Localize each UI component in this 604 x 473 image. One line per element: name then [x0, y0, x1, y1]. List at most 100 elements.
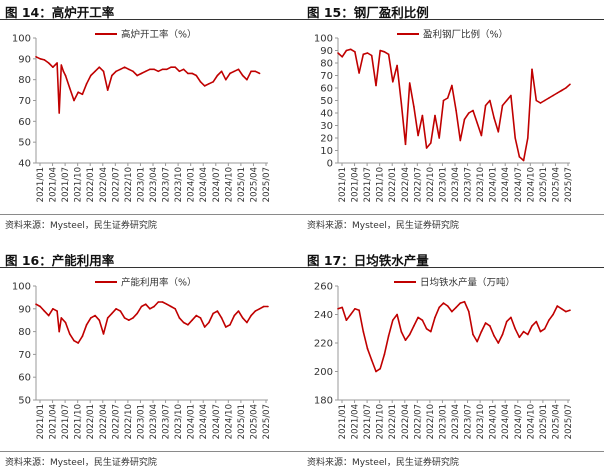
- data-point: [442, 99, 445, 102]
- data-point: [225, 78, 227, 81]
- data-point: [497, 131, 500, 133]
- x-tick-label: 2021/07: [363, 167, 373, 202]
- data-point: [417, 134, 419, 137]
- x-tick-label: 2025/07: [564, 404, 574, 439]
- x-tick-label: 2022/01: [388, 404, 398, 439]
- x-tick-label: 2022/04: [401, 167, 411, 202]
- data-point: [229, 72, 231, 75]
- data-point: [375, 370, 377, 373]
- data-point: [216, 310, 219, 312]
- data-point: [341, 56, 343, 58]
- data-point: [501, 333, 504, 336]
- data-point: [123, 66, 126, 68]
- data-point: [362, 330, 365, 333]
- data-point: [383, 51, 386, 53]
- x-tick-label: 2022/04: [99, 404, 109, 439]
- data-point: [102, 333, 105, 335]
- y-tick-label: 70: [320, 71, 333, 82]
- data-point: [459, 139, 462, 142]
- data-point: [263, 305, 265, 308]
- data-point: [115, 70, 117, 73]
- x-tick-label: 2024/07: [212, 167, 222, 202]
- data-point: [90, 317, 92, 319]
- x-tick-label: 2022/10: [426, 167, 436, 202]
- data-point: [85, 324, 88, 326]
- data-point: [569, 83, 571, 86]
- data-point: [535, 99, 538, 102]
- data-point: [493, 117, 495, 119]
- y-tick-label: 90: [18, 54, 31, 65]
- data-point: [552, 94, 554, 97]
- data-point: [246, 321, 248, 324]
- data-point: [468, 310, 470, 313]
- data-point: [203, 326, 206, 328]
- data-point: [39, 58, 41, 60]
- data-point: [531, 325, 533, 327]
- data-point: [136, 312, 138, 315]
- data-point: [191, 319, 193, 321]
- data-point: [489, 325, 491, 327]
- data-point: [358, 309, 360, 311]
- data-point: [233, 70, 236, 73]
- chart-svg: 180 200 220 240 260 2021/01 2021/04 2021/07 2021…: [314, 277, 574, 440]
- x-tick-label: 2022/10: [426, 404, 436, 439]
- chart-panel-profit-ratio: 图 15：钢厂盈利比例 0 10 20 30 40 50 60 70 80 90 100 2021/0…: [302, 0, 604, 236]
- x-tick-label: 2022/04: [99, 167, 109, 202]
- data-point: [85, 83, 88, 85]
- data-point: [531, 68, 533, 71]
- x-tick-label: 2025/04: [551, 167, 561, 202]
- x-tick-label: 2025/01: [539, 404, 549, 439]
- data-point: [349, 48, 352, 51]
- x-tick-label: 2022/07: [413, 404, 423, 439]
- y-tick-label: 100: [314, 34, 333, 45]
- data-point: [425, 328, 428, 330]
- data-point: [442, 302, 445, 304]
- data-point: [258, 72, 261, 75]
- data-point: [527, 137, 529, 139]
- y-tick-label: 100: [12, 34, 31, 45]
- figure-title: 图 17：日均铁水产量: [307, 253, 429, 268]
- data-point: [565, 310, 567, 313]
- data-point: [220, 317, 223, 319]
- data-point: [212, 312, 214, 315]
- data-point: [136, 74, 138, 77]
- data-point: [254, 310, 257, 312]
- data-point: [132, 70, 134, 73]
- y-tick-label: 20: [320, 134, 333, 145]
- data-point: [455, 306, 457, 309]
- data-point: [396, 64, 398, 67]
- data-point: [366, 347, 369, 350]
- data-point: [195, 74, 198, 77]
- figure-title: 图 16：产能利用率: [5, 253, 115, 268]
- data-point: [111, 312, 113, 315]
- data-point: [539, 102, 542, 104]
- data-point: [254, 70, 257, 73]
- data-point: [73, 99, 75, 102]
- data-point: [216, 74, 219, 77]
- data-point: [480, 330, 483, 333]
- data-point: [387, 335, 390, 337]
- data-point: [552, 313, 554, 316]
- y-tick-label: 40: [320, 109, 333, 120]
- data-point: [383, 353, 386, 356]
- x-tick-label: 2021/01: [36, 167, 46, 202]
- data-point: [208, 321, 210, 324]
- data-point: [140, 72, 143, 75]
- data-point: [52, 308, 54, 310]
- series-line: [35, 301, 268, 344]
- data-point: [237, 310, 240, 312]
- data-point: [178, 317, 181, 319]
- data-point: [358, 72, 360, 74]
- x-tick-label: 2023/07: [464, 404, 474, 439]
- data-point: [203, 85, 206, 87]
- data-point: [212, 81, 214, 83]
- x-tick-label: 2022/04: [401, 404, 411, 439]
- data-point: [543, 99, 546, 102]
- source-note: 资料来源：Mysteel，民生证券研究院: [5, 458, 157, 468]
- x-tick-label: 2025/04: [551, 404, 561, 439]
- x-tick-label: 2023/04: [451, 167, 461, 202]
- data-point: [430, 330, 432, 333]
- data-point: [170, 66, 172, 68]
- data-point: [548, 319, 550, 321]
- data-point: [187, 324, 189, 326]
